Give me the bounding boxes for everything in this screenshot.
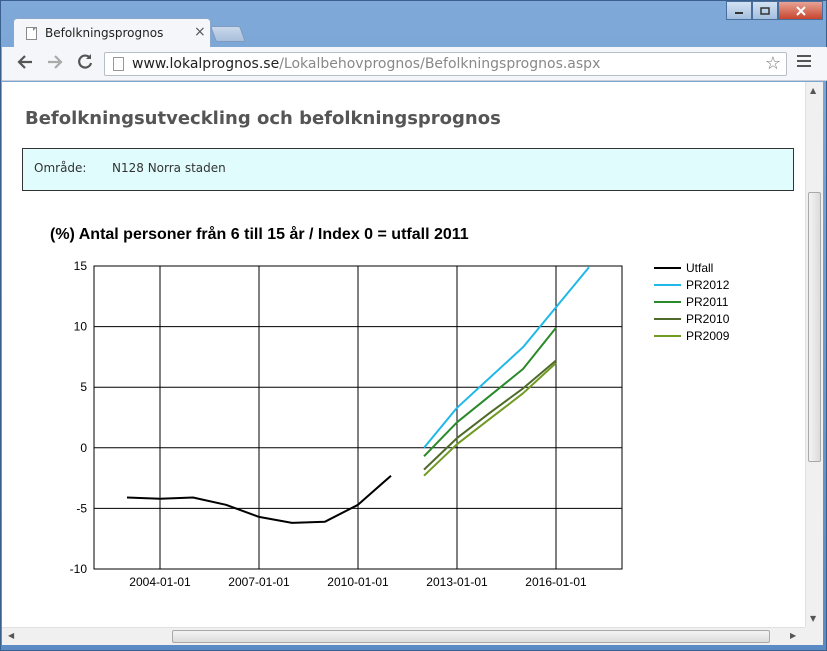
series-line-pr2009 — [423, 362, 557, 477]
horizontal-scroll-thumb[interactable] — [172, 630, 770, 643]
y-tick-label: 5 — [80, 380, 87, 394]
back-button[interactable] — [16, 53, 34, 76]
close-window-button[interactable] — [778, 1, 823, 20]
maximize-button[interactable] — [752, 1, 778, 20]
series-line-pr2011 — [423, 327, 557, 457]
scroll-right-icon[interactable]: ▶ — [790, 631, 797, 640]
x-tick-label: 2013-01-01 — [426, 575, 488, 589]
legend-label-utfall: Utfall — [686, 261, 713, 275]
url-path: /Lokalbehovprognos/Befolkningsprognos.as… — [279, 56, 601, 72]
menu-icon-bar — [797, 60, 811, 62]
series-line-pr2012 — [423, 266, 590, 449]
scroll-left-icon[interactable]: ◀ — [8, 631, 15, 640]
x-tick-label: 2016-01-01 — [525, 575, 587, 589]
series-line-utfall — [126, 474, 392, 524]
x-tick-label: 2007-01-01 — [228, 575, 290, 589]
y-tick-label: 10 — [74, 320, 88, 334]
scrollbar-corner — [805, 627, 823, 645]
url-text: www.lokalprognos.se/Lokalbehovprognos/Be… — [132, 56, 600, 72]
chrome-menu-button[interactable] — [797, 55, 811, 70]
y-tick-label: 15 — [74, 259, 88, 273]
legend-label-pr2009: PR2009 — [686, 329, 730, 343]
arrow-left-icon — [17, 55, 32, 69]
page-icon — [113, 57, 124, 71]
page-title: Befolkningsutveckling och befolkningspro… — [25, 108, 501, 129]
minimize-icon — [735, 11, 743, 14]
url-domain: www.lokalprognos.se — [132, 56, 280, 72]
y-tick-label: -10 — [70, 562, 88, 576]
chart-series — [126, 266, 590, 524]
scroll-up-icon[interactable]: ▲ — [810, 86, 817, 95]
y-tick-label: -5 — [76, 501, 87, 515]
legend-label-pr2011: PR2011 — [686, 295, 729, 309]
chart-grid — [93, 265, 623, 570]
bookmark-star-icon[interactable]: ☆ — [764, 53, 781, 74]
area-panel: Område: N128 Norra staden — [22, 148, 794, 191]
arrow-right-icon — [48, 55, 63, 69]
address-bar[interactable]: www.lokalprognos.se/Lokalbehovprognos/Be… — [104, 52, 787, 76]
y-tick-label: 0 — [80, 441, 87, 455]
vertical-scrollbar[interactable]: ▲ ▼ — [805, 82, 823, 627]
menu-icon-bar — [797, 55, 811, 57]
legend-label-pr2010: PR2010 — [686, 312, 730, 326]
close-icon — [795, 5, 806, 16]
x-tick-label: 2010-01-01 — [327, 575, 389, 589]
minimize-button[interactable] — [726, 1, 752, 20]
reload-button[interactable] — [76, 53, 94, 76]
reload-icon — [78, 54, 93, 69]
page-viewport: Befolkningsutveckling och befolkningspro… — [2, 82, 805, 627]
horizontal-scrollbar[interactable]: ◀ ▶ — [2, 627, 805, 645]
population-chart: (%) Antal personer från 6 till 15 år / I… — [50, 225, 730, 589]
area-label: Område: — [34, 161, 87, 175]
chart-title: (%) Antal personer från 6 till 15 år / I… — [50, 225, 469, 243]
x-axis-ticks: 2004-01-01 2007-01-01 2010-01-01 2013-01-01… — [129, 575, 587, 589]
tab-title: Befolkningsprognos — [45, 26, 164, 40]
forward-button[interactable] — [46, 53, 64, 76]
browser-toolbar: www.lokalprognos.se/Lokalbehovprognos/Be… — [2, 47, 827, 81]
menu-icon-bar — [797, 65, 811, 67]
chart-legend: Utfall PR2012 PR2011 PR2010 PR2009 — [654, 261, 730, 343]
maximize-icon — [760, 6, 770, 15]
x-tick-label: 2004-01-01 — [129, 575, 191, 589]
legend-label-pr2012: PR2012 — [686, 278, 730, 292]
tab-close-icon[interactable]: × — [194, 24, 206, 40]
tab-befolkningsprognos[interactable]: Befolkningsprognos × — [13, 18, 211, 47]
tab-strip: Befolkningsprognos × — [1, 1, 827, 47]
scroll-down-icon[interactable]: ▼ — [810, 614, 817, 623]
y-axis-ticks: -10 -5 0 5 10 15 — [70, 259, 88, 576]
vertical-scroll-thumb[interactable] — [808, 192, 821, 462]
series-line-pr2010 — [423, 359, 557, 471]
window-controls — [726, 1, 823, 21]
page-icon — [26, 27, 37, 40]
new-tab-button[interactable] — [210, 26, 246, 42]
area-value: N128 Norra staden — [112, 161, 226, 175]
